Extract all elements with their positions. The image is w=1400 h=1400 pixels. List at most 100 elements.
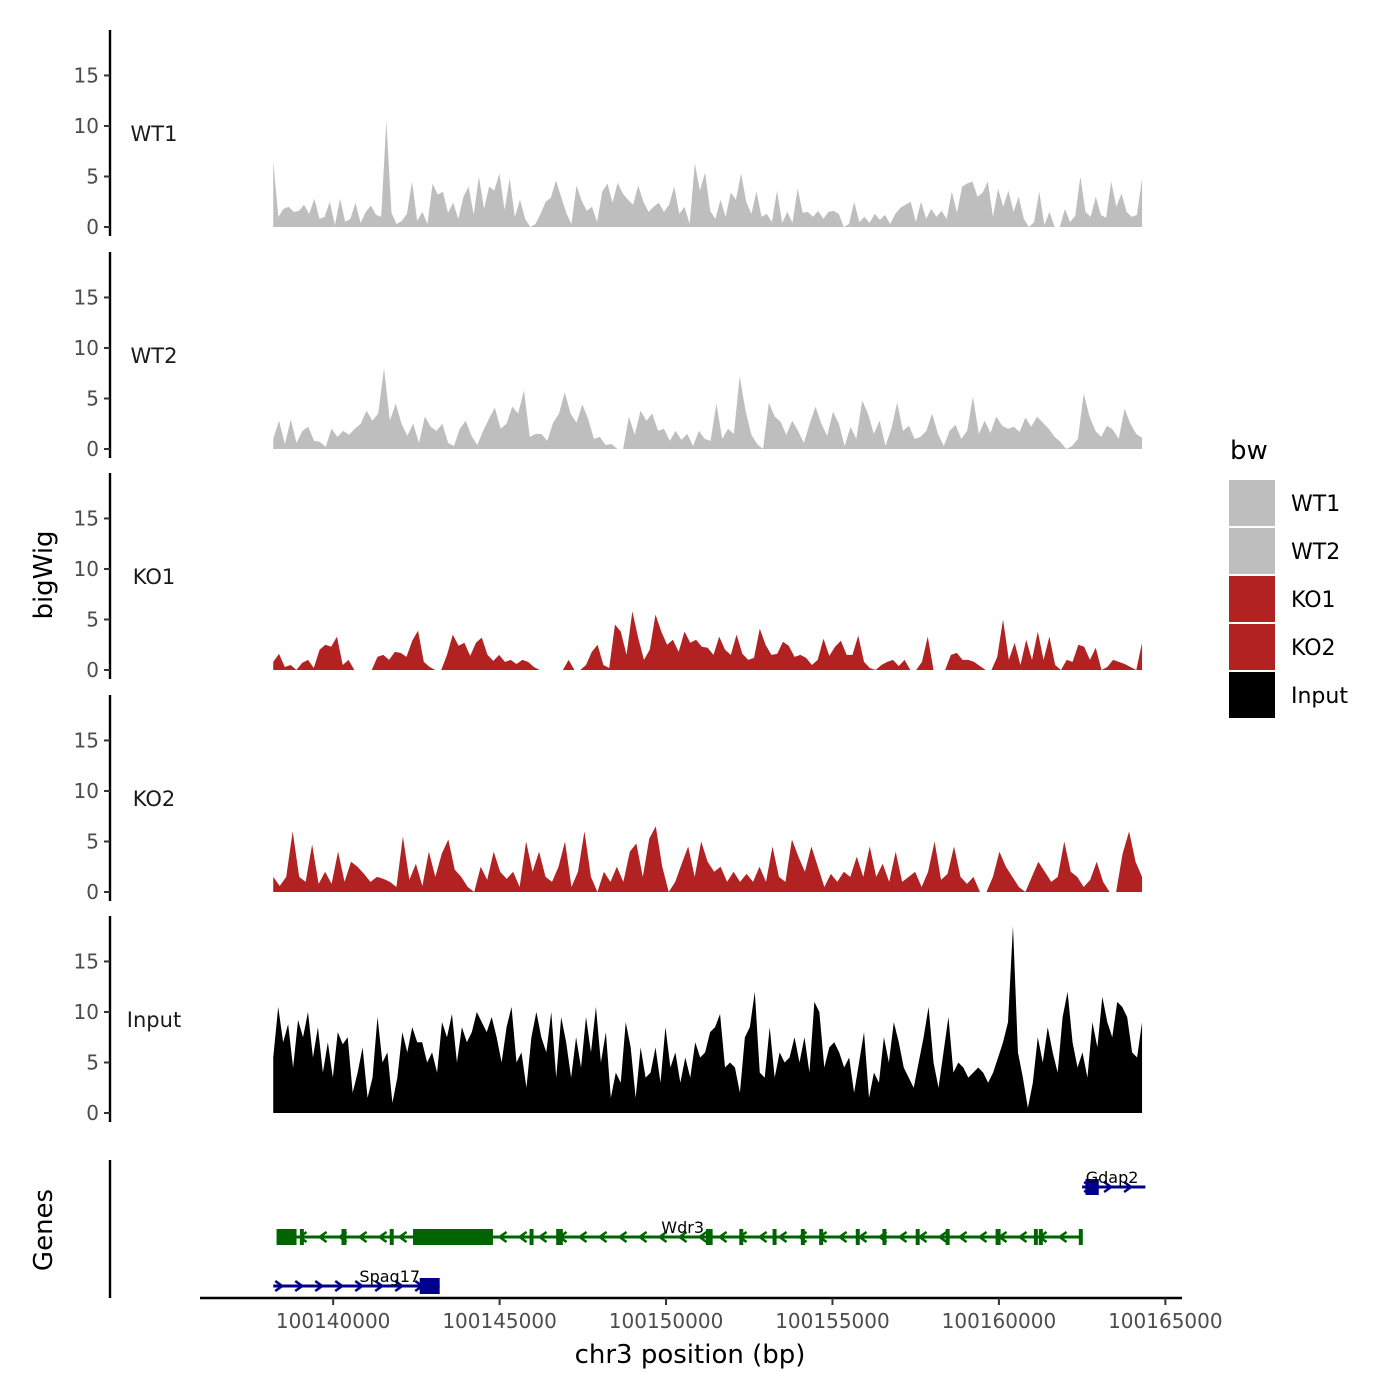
strand-arrow [317, 1230, 328, 1244]
strand-arrow [717, 1230, 728, 1244]
tracks-layer: 0 5 10 15 WT1 0 5 10 15 WT2 0 5 10 15 KO1 0 5 10 15 KO2 0 5 10… [74, 30, 1143, 1125]
gene-exon [772, 1229, 777, 1245]
strand-arrow [837, 1230, 848, 1244]
strand-arrow [777, 1230, 788, 1244]
strand-arrow [1123, 1180, 1134, 1194]
strand-arrow [537, 1230, 548, 1244]
strand-arrow [1057, 1230, 1068, 1244]
track-area-ko2 [273, 826, 1143, 892]
strand-arrow [697, 1230, 708, 1244]
y-tick-label: 10 [74, 114, 99, 138]
gene-gdap2: Gdap2 [1082, 1168, 1146, 1195]
strand-arrow [757, 1230, 768, 1244]
strand-arrow [297, 1230, 308, 1244]
y-axis-title: bigWig [29, 530, 59, 619]
gene-exon [389, 1229, 394, 1245]
gene-exon [413, 1229, 493, 1245]
y-tick-label: 5 [86, 164, 99, 188]
y-tick-label: 5 [86, 829, 99, 853]
gene-exon [855, 1229, 860, 1245]
strand-arrow [977, 1230, 988, 1244]
strand-arrow [577, 1230, 588, 1244]
track-wt2: 0 5 10 15 WT2 [74, 252, 1143, 461]
strand-arrow [394, 1279, 405, 1293]
track-label: WT2 [131, 344, 178, 368]
track-wt1: 0 5 10 15 WT1 [74, 30, 1143, 239]
legend-label: KO1 [1291, 588, 1336, 613]
y-tick-label: 10 [74, 336, 99, 360]
gene-exon [419, 1278, 440, 1294]
gene-exon [705, 1229, 713, 1245]
strand-arrow [374, 1279, 385, 1293]
legend-label: Input [1291, 684, 1348, 709]
strand-arrow [937, 1230, 948, 1244]
gene-exon [1038, 1229, 1043, 1245]
genes-axis-title: Genes [29, 1189, 59, 1271]
y-tick-label: 15 [74, 63, 99, 87]
strand-arrow [354, 1279, 365, 1293]
x-tick-label: 100150000 [609, 1309, 724, 1333]
legend-key-input [1229, 672, 1275, 718]
track-label: WT1 [131, 122, 178, 146]
genes-layer: Gdap2 Wdr3 Spag17 [108, 1160, 1146, 1298]
gene-exon [1085, 1179, 1099, 1195]
legend-title: bw [1230, 436, 1268, 466]
gene-exon [276, 1229, 297, 1245]
y-tick-label: 15 [74, 949, 99, 973]
strand-arrow [677, 1230, 688, 1244]
track-label: KO2 [133, 787, 176, 811]
y-tick-label: 0 [86, 437, 99, 461]
track-area-wt2 [273, 368, 1143, 449]
strand-arrow [1017, 1230, 1028, 1244]
y-tick-label: 10 [74, 557, 99, 581]
legend-key-ko2 [1229, 624, 1275, 670]
strand-arrow [397, 1230, 408, 1244]
gene-exon [995, 1229, 1001, 1245]
legend-key-ko1 [1229, 576, 1275, 622]
legend: bw WT1 WT2 KO1 KO2 Input [1229, 436, 1348, 718]
track-label: KO1 [133, 565, 176, 589]
gene-exon [1078, 1229, 1083, 1245]
y-tick-label: 10 [74, 779, 99, 803]
track-area-wt1 [273, 120, 1143, 227]
y-tick-label: 0 [86, 880, 99, 904]
legend-key-wt1 [1229, 480, 1275, 526]
strand-arrow [314, 1279, 325, 1293]
gene-exon [341, 1229, 347, 1245]
strand-arrow [274, 1279, 285, 1293]
gene-label: Spag17 [359, 1267, 420, 1286]
gene-wdr3: Wdr3 [276, 1218, 1083, 1245]
strand-arrow [897, 1230, 908, 1244]
gene-label: Wdr3 [661, 1218, 704, 1237]
gene-exon [529, 1229, 534, 1245]
x-tick-label: 100165000 [1108, 1309, 1223, 1333]
gene-exon [739, 1229, 744, 1245]
strand-arrow [957, 1230, 968, 1244]
y-tick-label: 10 [74, 1000, 99, 1024]
legend-label: WT2 [1291, 540, 1340, 565]
strand-arrow [597, 1230, 608, 1244]
gene-label: Gdap2 [1086, 1168, 1139, 1187]
y-tick-label: 5 [86, 386, 99, 410]
strand-arrow [657, 1230, 668, 1244]
y-tick-label: 15 [74, 506, 99, 530]
gene-exon [556, 1229, 563, 1245]
strand-arrow [294, 1279, 305, 1293]
track-area-input [273, 926, 1143, 1113]
legend-label: WT1 [1291, 492, 1340, 517]
track-area-ko1 [273, 611, 1143, 670]
x-axis: 100140000 100145000 100150000 100155000 1001… [200, 1296, 1223, 1333]
strand-arrow [377, 1230, 388, 1244]
gene-exon [915, 1229, 920, 1245]
x-tick-label: 100140000 [276, 1309, 391, 1333]
track-input: 0 5 10 15 Input [74, 916, 1143, 1125]
gene-exon [299, 1229, 304, 1245]
strand-arrow [517, 1230, 528, 1244]
y-tick-label: 5 [86, 1050, 99, 1074]
x-tick-label: 100155000 [775, 1309, 890, 1333]
legend-key-wt2 [1229, 528, 1275, 574]
gene-exon [945, 1229, 950, 1245]
x-tick-label: 100160000 [942, 1309, 1057, 1333]
y-tick-label: 0 [86, 1101, 99, 1125]
